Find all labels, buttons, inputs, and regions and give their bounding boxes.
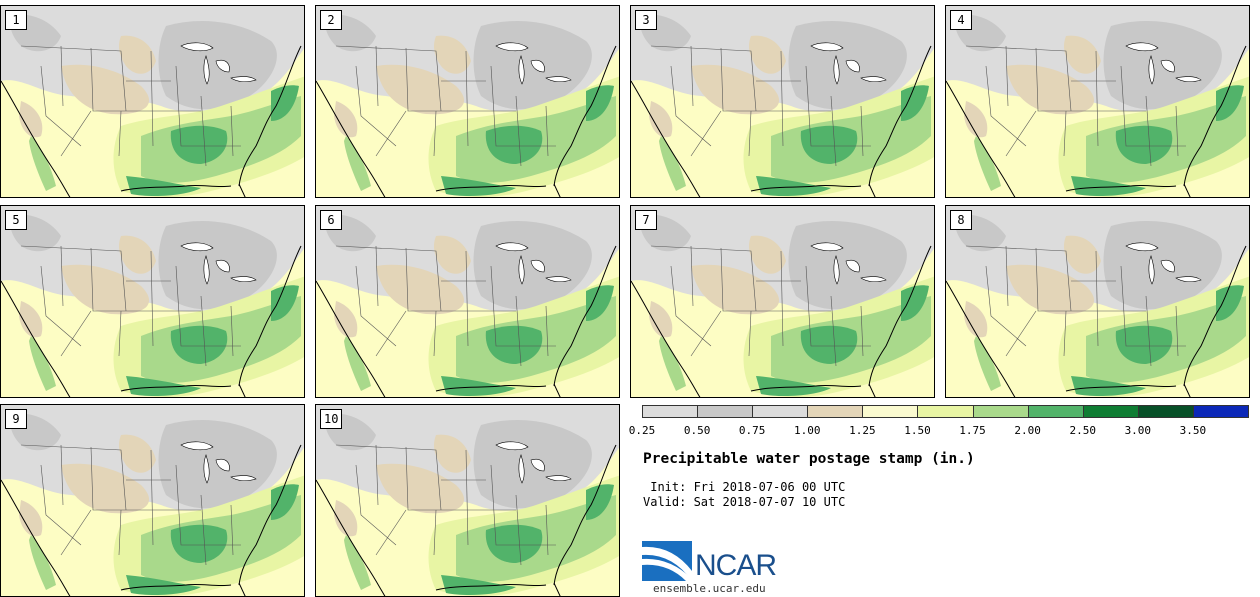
colorbar-tick-label: 1.00 — [794, 424, 821, 437]
map-panel-7: 7 — [630, 205, 935, 398]
valid-time: Valid: Sat 2018-07-07 10 UTC — [643, 495, 846, 509]
colorbar-tick-label: 1.50 — [904, 424, 931, 437]
map-panel-10: 10 — [315, 404, 620, 597]
map-panel-8: 8 — [945, 205, 1250, 398]
colorbar-segment — [752, 405, 809, 418]
panel-label: 1 — [5, 10, 27, 30]
map-panel-9: 9 — [0, 404, 305, 597]
colorbar-segment — [642, 405, 699, 418]
colorbar-tick-label: 0.50 — [683, 424, 711, 437]
colorbar-tick-label: 0.25 — [628, 424, 656, 437]
panel-label: 7 — [635, 210, 657, 230]
map-panel-6: 6 — [315, 205, 620, 398]
map-panel-1: 1 — [0, 5, 305, 198]
colorbar-segment — [1027, 405, 1084, 418]
panel-label: 3 — [635, 10, 657, 30]
map-panel-3: 3 — [630, 5, 935, 198]
colorbar-tick-label: 3.50 — [1179, 424, 1207, 437]
panel-label: 9 — [5, 409, 27, 429]
init-time: Init: Fri 2018-07-06 00 UTC — [643, 480, 846, 494]
colorbar-segment — [972, 405, 1029, 418]
colorbar-tick-label: 2.00 — [1014, 424, 1041, 437]
colorbar-tick-label: 0.75 — [738, 424, 766, 437]
colorbar-tick-label: 1.75 — [959, 424, 986, 437]
panel-label: 4 — [950, 10, 972, 30]
colorbar-segment — [1192, 405, 1249, 418]
panel-label: 2 — [320, 10, 342, 30]
colorbar-segment — [862, 405, 919, 418]
ncar-logo-text: NCAR — [695, 549, 777, 582]
colorbar-segment — [1082, 405, 1139, 418]
colorbar-segment — [917, 405, 974, 418]
colorbar-tick-label: 3.00 — [1124, 424, 1152, 437]
map-panel-5: 5 — [0, 205, 305, 398]
ncar-logo-icon — [642, 541, 694, 585]
colorbar-segment — [1137, 405, 1194, 418]
colorbar-segment — [807, 405, 864, 418]
colorbar-segment — [697, 405, 754, 418]
panel-label: 8 — [950, 210, 972, 230]
colorbar-tick-label: 1.25 — [849, 424, 876, 437]
map-panel-2: 2 — [315, 5, 620, 198]
colorbar-tick-label: 2.50 — [1069, 424, 1096, 437]
panel-label: 6 — [320, 210, 342, 230]
panel-label: 10 — [320, 409, 343, 429]
site-url: ensemble.ucar.edu — [653, 582, 766, 595]
map-panel-4: 4 — [945, 5, 1250, 198]
panel-label: 5 — [5, 210, 27, 230]
chart-title: Precipitable water postage stamp (in.) — [643, 451, 975, 467]
colorbar — [642, 405, 1249, 420]
